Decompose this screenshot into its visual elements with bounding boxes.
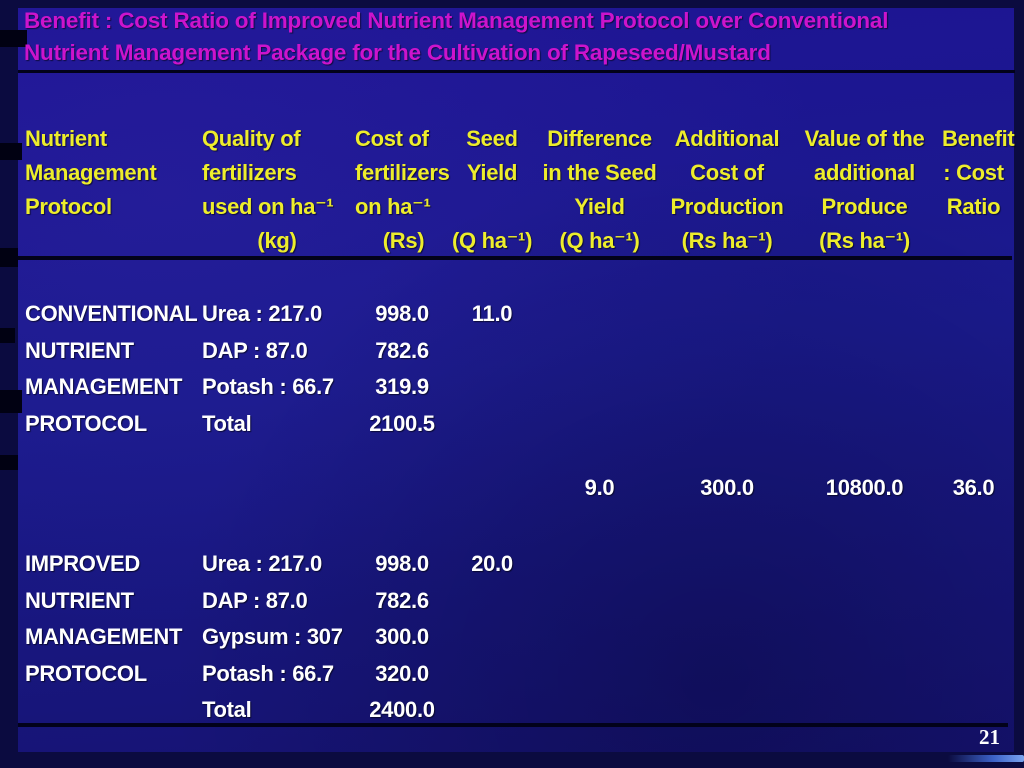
header-line: Yield (466, 160, 518, 185)
slide-title-line1: Benefit : Cost Ratio of Improved Nutrien… (24, 8, 889, 33)
page-number: 21 (979, 725, 1000, 749)
col-header-difference-seed-yield: Difference in the Seed Yield (Q ha⁻¹) (532, 122, 667, 258)
col-header-quality-of-fertilizers: Quality of fertilizers used on ha⁻¹ (kg) (200, 122, 352, 258)
header-line: Cost of (355, 126, 429, 151)
left-edge-tick (0, 143, 22, 160)
header-line: Protocol (25, 194, 112, 219)
cell-fertilizer-quantity: Total (202, 410, 252, 436)
cell-fertilizer-quantity: Urea : 217.0 (202, 551, 322, 576)
header-unit: (kg) (257, 228, 297, 253)
cell-fertilizer-cost: 320.0 (375, 660, 429, 686)
header-unit (942, 224, 1005, 258)
cell-protocol: IMPROVED (25, 551, 140, 576)
cell-fertilizer-cost: 998.0 (375, 301, 429, 326)
header-unit: (Q ha⁻¹) (452, 228, 533, 253)
header-line: Value of the (804, 126, 925, 151)
col-header-additional-cost-production: Additional Cost of Production (Rs ha⁻¹) (667, 122, 787, 258)
cell-fertilizer-cost: 300.0 (375, 624, 429, 649)
col-header-cost-of-fertilizers: Cost of fertilizers on ha⁻¹ (Rs) (352, 122, 452, 258)
header-unit: (Rs ha⁻¹) (819, 228, 910, 253)
cell-value-additional-produce: 10800.0 (825, 475, 904, 500)
header-line: Ratio (946, 194, 1001, 219)
cell-fertilizer-cost: 319.9 (375, 374, 429, 399)
col-header-benefit-cost-ratio: Benefit : Cost Ratio (942, 122, 1015, 258)
cell-protocol: CONVENTIONAL (25, 301, 198, 326)
cell-protocol: PROTOCOL (25, 660, 147, 686)
left-edge-tick (0, 30, 27, 47)
left-edge-tick (0, 455, 18, 470)
header-line: Difference (547, 126, 652, 151)
cell-seed-yield: 20.0 (471, 551, 513, 576)
header-unit: (Q ha⁻¹) (559, 228, 640, 253)
header-unit: (Rs ha⁻¹) (681, 228, 773, 253)
cell-additional-cost: 300.0 (700, 475, 754, 500)
left-edge-tick (0, 328, 15, 343)
header-line: fertilizers (355, 160, 450, 185)
cell-protocol: NUTRIENT (25, 337, 134, 363)
header-line: used on ha⁻¹ (202, 194, 334, 219)
table-header: Nutrient Management Protocol Quality of … (20, 122, 1015, 258)
corner-accent-bar (948, 755, 1024, 762)
cell-benefit-cost-ratio: 36.0 (952, 475, 995, 500)
header-line: : Cost (943, 160, 1004, 185)
table-bottom-divider (18, 723, 1008, 727)
header-line: in the Seed (542, 160, 657, 185)
header-line: fertilizers (202, 160, 297, 185)
col-header-nutrient-management-protocol: Nutrient Management Protocol (20, 122, 200, 258)
cell-fertilizer-quantity: Total (202, 697, 252, 722)
cell-fertilizer-quantity: Potash : 66.7 (202, 660, 334, 686)
title-underline (18, 70, 1015, 73)
slide-title-line2: Nutrient Management Package for the Cult… (24, 40, 771, 65)
cell-yield-difference: 9.0 (584, 475, 615, 500)
header-line: Quality of (202, 126, 301, 151)
cell-fertilizer-cost: 998.0 (375, 551, 429, 576)
header-unit (25, 224, 200, 258)
header-line: additional (814, 160, 915, 185)
improved-protocol-block: IMPROVED Urea : 217.0 998.0 20.0 NUTRIEN… (20, 546, 1005, 729)
cell-seed-yield: 11.0 (471, 301, 513, 326)
header-line: Production (670, 194, 784, 219)
header-divider (18, 256, 1012, 260)
header-line: Seed (466, 126, 518, 151)
header-line: Management (25, 160, 157, 185)
slide-title: Benefit : Cost Ratio of Improved Nutrien… (24, 5, 1014, 69)
cell-fertilizer-cost: 782.6 (375, 337, 429, 363)
cell-fertilizer-quantity: Potash : 66.7 (202, 374, 334, 399)
cell-protocol: MANAGEMENT (25, 624, 183, 649)
header-line: on ha⁻¹ (355, 194, 431, 219)
slide-background (18, 8, 1014, 752)
header-line: Nutrient (25, 126, 107, 151)
header-line: Cost of (690, 160, 764, 185)
header-line: Benefit (942, 126, 1015, 151)
cell-fertilizer-cost: 2400.0 (369, 697, 435, 722)
left-edge-tick (0, 390, 22, 413)
col-header-value-additional-produce: Value of the additional Produce (Rs ha⁻¹… (787, 122, 942, 258)
cell-fertilizer-quantity: Gypsum : 307 (202, 624, 343, 649)
comparison-row: 9.0 300.0 10800.0 36.0 (20, 470, 1005, 507)
cell-fertilizer-cost: 782.6 (375, 587, 429, 613)
cell-fertilizer-quantity: DAP : 87.0 (202, 337, 308, 363)
cell-fertilizer-quantity: Urea : 217.0 (202, 301, 322, 326)
conventional-protocol-block: CONVENTIONAL Urea : 217.0 998.0 11.0 NUT… (20, 296, 1005, 442)
header-unit: (Rs) (382, 228, 425, 253)
cell-protocol: PROTOCOL (25, 410, 147, 436)
header-line: Produce (821, 194, 908, 219)
cell-protocol: NUTRIENT (25, 587, 134, 613)
col-header-seed-yield: Seed Yield (Q ha⁻¹) (452, 122, 532, 258)
header-line: Yield (574, 194, 625, 219)
cell-protocol: MANAGEMENT (25, 374, 183, 399)
header-line (452, 190, 532, 224)
left-edge-tick (0, 248, 18, 267)
cell-fertilizer-cost: 2100.5 (369, 410, 435, 436)
cell-fertilizer-quantity: DAP : 87.0 (202, 587, 308, 613)
header-line: Additional (674, 126, 780, 151)
